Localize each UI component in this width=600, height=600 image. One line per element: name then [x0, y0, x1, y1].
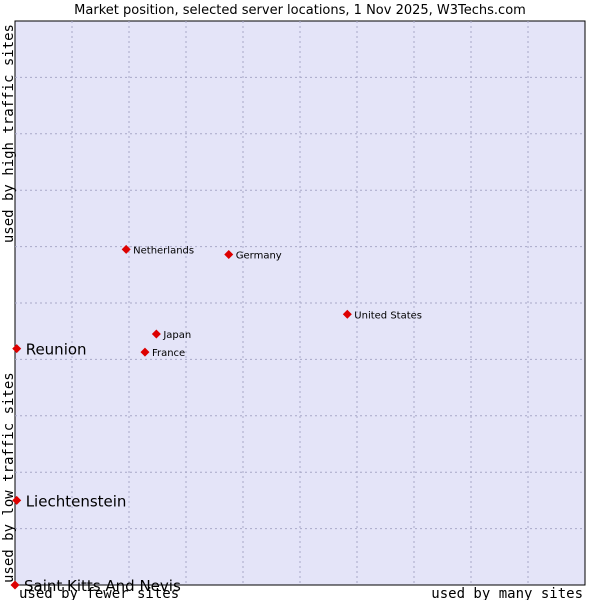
data-label: Reunion — [26, 341, 87, 359]
data-point-netherlands — [121, 244, 131, 254]
y-axis-label-top: used by high traffic sites — [1, 24, 17, 243]
data-point-germany — [224, 249, 234, 259]
data-point-united-states — [342, 309, 352, 319]
data-label: Netherlands — [133, 245, 194, 256]
chart-title: Market position, selected server locatio… — [74, 3, 526, 18]
data-label: Germany — [236, 250, 282, 261]
data-point-japan — [151, 329, 161, 339]
x-axis-label-right: used by many sites — [431, 586, 583, 600]
y-axis-label-bottom: used by low traffic sites — [1, 372, 17, 583]
data-label: Japan — [162, 330, 191, 341]
grid-lines — [15, 21, 585, 585]
data-point-france — [140, 347, 150, 357]
data-points: Netherlands Germany United States Japan Fran… — [10, 244, 422, 595]
x-axis-label-left: used by fewer sites — [19, 586, 179, 600]
data-label: Liechtenstein — [26, 492, 127, 510]
data-label: Saint Kitts And Nevis — [24, 577, 181, 595]
data-point-reunion — [12, 344, 22, 354]
data-label: France — [152, 348, 185, 359]
data-point-liechtenstein — [12, 495, 22, 505]
data-point-saint-kitts-and-nevis — [10, 580, 20, 590]
data-label: United States — [354, 310, 422, 321]
